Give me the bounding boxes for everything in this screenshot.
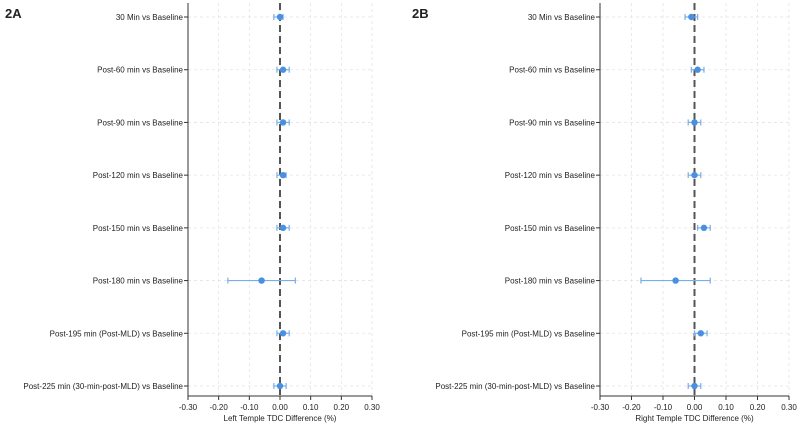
data-point	[700, 224, 708, 232]
data-point	[276, 13, 284, 21]
x-tick-label: -0.10	[240, 403, 259, 412]
x-axis-title: Right Temple TDC Difference (%)	[635, 414, 754, 423]
data-point	[279, 330, 287, 337]
y-tick-label: Post-120 min vs Baseline	[505, 171, 596, 180]
data-point	[279, 119, 287, 126]
y-tick-label: Post-150 min vs Baseline	[505, 224, 596, 233]
y-tick-label: Post-180 min vs Baseline	[93, 277, 184, 286]
y-tick-label: 30 Min vs Baseline	[116, 13, 184, 22]
data-point	[258, 277, 265, 284]
y-tick-label: Post-195 min (Post-MLD) vs Baseline	[50, 329, 184, 338]
panel-2b: 2B 30 Min vs Baseline Post-60 min vs Base…	[412, 3, 797, 423]
y-tick-label: Post-90 min vs Baseline	[97, 118, 183, 127]
data-point	[279, 66, 287, 73]
x-tick-label: 0.00	[272, 403, 288, 412]
data-point	[276, 382, 284, 390]
y-tick-label: Post-195 min (Post-MLD) vs Baseline	[462, 329, 596, 338]
y-tick-label: Post-60 min vs Baseline	[509, 66, 595, 75]
x-axis-title: Left Temple TDC Difference (%)	[224, 414, 337, 423]
y-tick-label: Post-60 min vs Baseline	[97, 66, 183, 75]
x-tick-label: -0.20	[210, 403, 229, 412]
panel-label: 2A	[5, 6, 22, 21]
x-tick-label: -0.10	[654, 403, 673, 412]
data-point	[279, 224, 287, 232]
x-tick-label: 0.20	[750, 403, 766, 412]
x-tick-label: 0.30	[364, 403, 380, 412]
y-tick-label: Post-120 min vs Baseline	[93, 171, 184, 180]
y-tick-label: 30 Min vs Baseline	[528, 13, 596, 22]
data-point	[697, 330, 704, 337]
x-tick-label: -0.30	[179, 403, 198, 412]
y-tick-label: Post-225 min (30-min-post-MLD) vs Baseli…	[435, 382, 595, 391]
x-tick-label: 0.30	[781, 403, 797, 412]
x-tick-label: 0.10	[718, 403, 734, 412]
x-tick-label: -0.30	[591, 403, 610, 412]
data-point	[691, 382, 698, 390]
y-tick-label: Post-90 min vs Baseline	[509, 118, 595, 127]
x-tick-label: 0.00	[687, 403, 703, 412]
x-tick-label: 0.10	[303, 403, 319, 412]
data-point	[694, 66, 701, 73]
data-point	[691, 119, 698, 126]
data-point	[688, 13, 695, 21]
panel-2a: 2A 30 Min vs Baseline Post-60 min vs Base…	[5, 3, 380, 423]
y-tick-label: Post-225 min (30-min-post-MLD) vs Baseli…	[23, 382, 183, 391]
data-point	[672, 277, 679, 284]
data-point	[279, 171, 287, 179]
x-tick-label: 0.20	[334, 403, 350, 412]
data-point	[691, 171, 698, 179]
y-tick-label: Post-150 min vs Baseline	[93, 224, 184, 233]
y-tick-label: Post-180 min vs Baseline	[505, 277, 596, 286]
x-tick-label: -0.20	[622, 403, 641, 412]
panel-label: 2B	[412, 6, 429, 21]
